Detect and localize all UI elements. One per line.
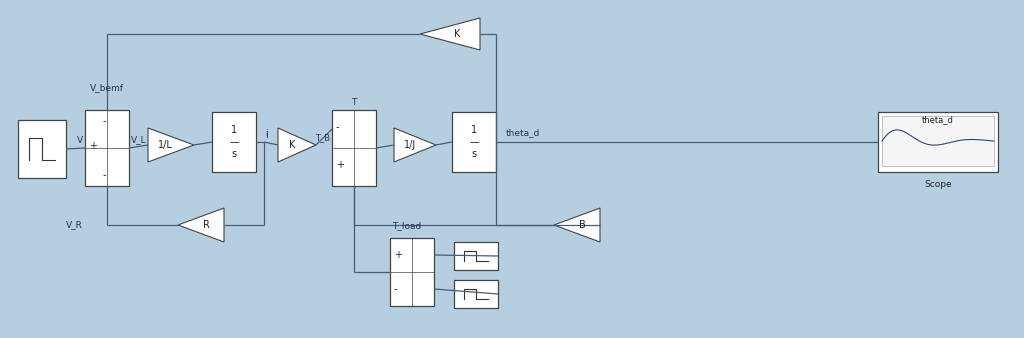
Bar bbox=[85, 110, 129, 186]
Text: T: T bbox=[351, 98, 356, 107]
Text: T_B: T_B bbox=[314, 134, 330, 143]
Bar bbox=[18, 120, 66, 178]
Text: V_R: V_R bbox=[67, 220, 83, 230]
Text: V_bemf: V_bemf bbox=[90, 83, 124, 92]
Text: 1/J: 1/J bbox=[403, 140, 416, 150]
Text: R: R bbox=[203, 220, 210, 230]
Bar bbox=[452, 112, 496, 172]
Polygon shape bbox=[554, 208, 600, 242]
Bar bbox=[390, 238, 434, 306]
Text: 1/L: 1/L bbox=[158, 140, 173, 150]
Text: B: B bbox=[580, 220, 586, 230]
Bar bbox=[454, 242, 498, 270]
Bar bbox=[212, 112, 256, 172]
Polygon shape bbox=[148, 128, 194, 162]
Text: K: K bbox=[454, 29, 461, 39]
Polygon shape bbox=[420, 18, 480, 50]
Text: Scope: Scope bbox=[925, 180, 952, 189]
Text: -: - bbox=[394, 284, 397, 294]
Polygon shape bbox=[178, 208, 224, 242]
Text: T_load: T_load bbox=[392, 221, 421, 230]
Text: -: - bbox=[336, 122, 340, 132]
Text: 1
—
s: 1 — s bbox=[469, 125, 479, 159]
Text: V_L: V_L bbox=[131, 136, 146, 145]
Text: theta_d: theta_d bbox=[922, 115, 954, 124]
Text: K: K bbox=[289, 140, 296, 150]
Bar bbox=[878, 112, 998, 172]
Text: theta_d: theta_d bbox=[506, 128, 541, 138]
Text: +: + bbox=[394, 250, 402, 260]
Text: +: + bbox=[336, 160, 344, 170]
Polygon shape bbox=[278, 128, 316, 162]
Text: i: i bbox=[265, 131, 268, 141]
Text: +: + bbox=[89, 141, 97, 151]
Bar bbox=[454, 280, 498, 308]
Text: -: - bbox=[102, 116, 105, 126]
Text: -: - bbox=[102, 170, 105, 180]
Bar bbox=[332, 110, 376, 186]
Bar bbox=[882, 116, 994, 166]
Polygon shape bbox=[394, 128, 436, 162]
Text: 1
—
s: 1 — s bbox=[229, 125, 239, 159]
Text: i: i bbox=[265, 128, 267, 138]
Text: V: V bbox=[77, 136, 83, 145]
